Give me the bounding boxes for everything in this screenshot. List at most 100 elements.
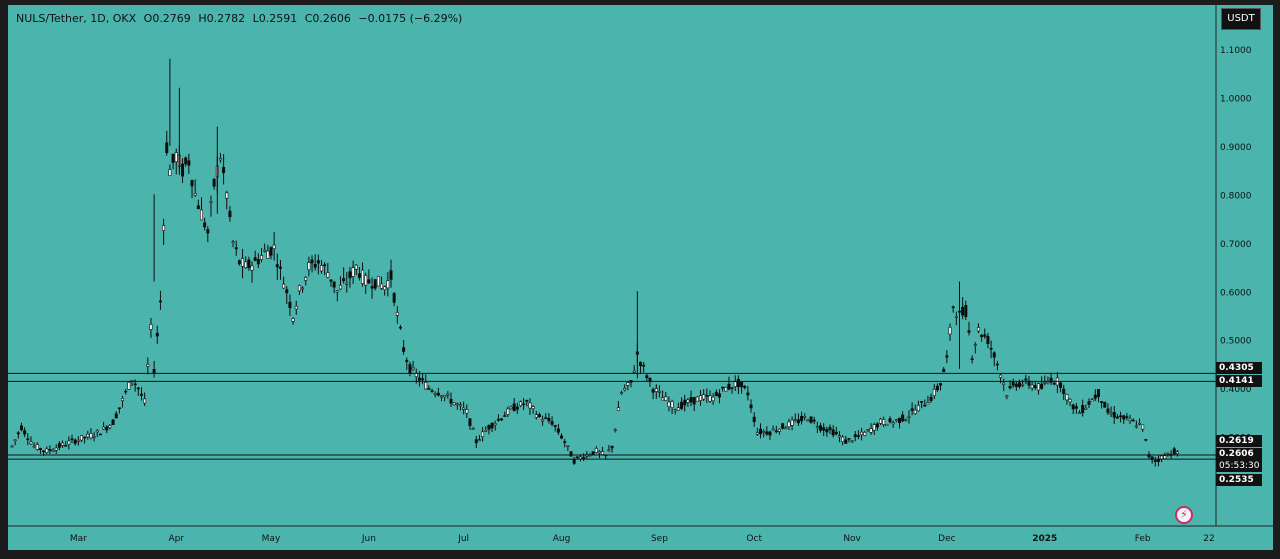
candle-body [247, 259, 251, 268]
candle-body [1036, 383, 1040, 391]
candle-body [320, 265, 324, 272]
tradingview-lightning-icon[interactable]: ⚡ [1175, 506, 1193, 524]
candle-body [705, 394, 709, 397]
candle-body [597, 451, 601, 454]
candle-body [661, 397, 665, 401]
candle-body [102, 426, 106, 430]
candle-body [266, 250, 270, 259]
symbol-label[interactable]: NULS/Tether, 1D, OKX [16, 12, 137, 25]
candle-body [916, 405, 920, 412]
candle-body [522, 403, 526, 406]
candle-body [860, 431, 864, 435]
candle-body [856, 435, 860, 437]
candle-body [105, 426, 109, 431]
candle-body [1163, 455, 1167, 459]
candle-body [1144, 439, 1148, 441]
price-tick-label: 0.6000 [1220, 288, 1252, 298]
candle-body [907, 416, 911, 418]
candle-body [335, 290, 339, 293]
price-tag-0-2535: 0.2535 [1216, 474, 1262, 486]
candle-body [837, 435, 841, 438]
candle-body [689, 397, 693, 403]
close-value: C0.2606 [304, 12, 351, 25]
candle-body [951, 306, 955, 309]
candle-body [146, 364, 150, 367]
candle-body [711, 396, 715, 402]
candle-body [547, 417, 551, 422]
candle-body [544, 417, 548, 419]
candle-body [376, 276, 380, 287]
candle-body [1087, 401, 1091, 405]
candle-body [1018, 382, 1022, 387]
candle-body [1122, 415, 1126, 420]
high-value: H0.2782 [198, 12, 246, 25]
candle-body [777, 428, 781, 432]
candle-body [847, 438, 851, 440]
price-tick-label: 0.5000 [1220, 337, 1252, 347]
candle-body [1093, 394, 1097, 399]
candle-body [607, 449, 611, 452]
candle-body [313, 263, 317, 268]
candle-body [730, 387, 734, 389]
candle-body [127, 382, 131, 390]
candle-body [1043, 382, 1047, 384]
candle-body [591, 451, 595, 455]
candle-body [863, 432, 867, 436]
candle-body [746, 392, 750, 396]
candle-body [989, 348, 993, 350]
time-tick-label: Apr [168, 534, 184, 544]
candle-body [1068, 398, 1072, 403]
candle-body [225, 192, 229, 199]
candle-body [152, 369, 156, 374]
price-tick-label: 1.0000 [1220, 94, 1252, 104]
candle-body [282, 283, 286, 289]
candle-body [528, 402, 532, 409]
candle-body [1008, 385, 1012, 389]
candle-body [594, 448, 598, 453]
candle-body [891, 422, 895, 425]
candle-body [651, 389, 655, 393]
candle-body [304, 277, 308, 281]
candle-body [187, 160, 191, 166]
price-tag-0-4141: 0.4141 [1216, 375, 1262, 387]
candle-body [525, 399, 529, 402]
candle-body [297, 285, 301, 292]
candle-body [193, 193, 197, 196]
candle-body [57, 443, 61, 448]
candle-body [506, 408, 510, 415]
candle-body [67, 440, 71, 445]
candle-body [493, 423, 497, 426]
chart-pane[interactable]: 1.1000 1.0000 0.9000 0.8000 0.7000 0.6000 0.50… [8, 5, 1273, 550]
candle-body [23, 430, 27, 435]
candle-body [455, 403, 459, 406]
candle-body [632, 370, 636, 373]
candle-body [162, 225, 166, 231]
candle-body [683, 399, 687, 406]
candle-body [686, 399, 690, 403]
candle-body [913, 409, 917, 414]
candle-body [465, 409, 469, 414]
candle-body [781, 423, 785, 429]
candle-body [196, 205, 200, 210]
candle-body [1024, 378, 1028, 381]
candle-body [961, 306, 965, 316]
candle-body [550, 421, 554, 425]
candle-body [234, 247, 238, 250]
candle-body [411, 367, 415, 370]
time-scale[interactable]: Mar Apr May Jun Jul Aug Sep Oct Nov Dec 2025 Feb 22 [70, 534, 1215, 544]
candle-body [822, 427, 826, 431]
candle-body [888, 418, 892, 423]
candle-body [743, 385, 747, 388]
candle-body [939, 383, 943, 386]
currency-button[interactable]: USDT [1221, 8, 1261, 30]
candle-body [139, 393, 143, 396]
candle-body [1090, 399, 1094, 402]
candle-body [882, 419, 886, 425]
candle-body [626, 382, 630, 386]
candle-body [440, 395, 444, 398]
candle-body [825, 429, 829, 433]
price-chart[interactable]: 1.1000 1.0000 0.9000 0.8000 0.7000 0.6000 0.50… [8, 5, 1273, 550]
candle-body [29, 441, 33, 445]
candle-body [1131, 419, 1135, 422]
candle-body [774, 430, 778, 433]
